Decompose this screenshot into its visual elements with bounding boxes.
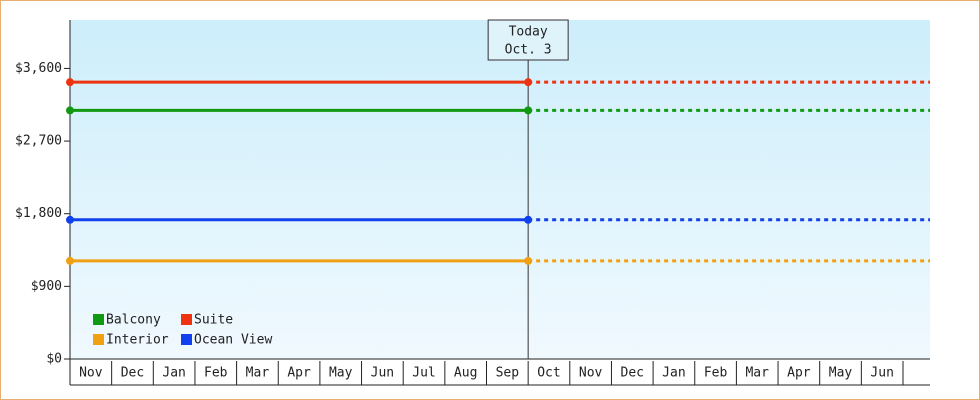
x-tick-label: Jun [870,366,893,381]
y-tick-label: $0 [46,352,62,367]
series-point [66,106,74,115]
x-tick-label: Dec [621,366,644,381]
x-tick-label: Jan [662,366,685,381]
x-tick-label: Aug [454,366,477,381]
legend-label: Ocean View [194,333,272,348]
series-point [66,215,74,224]
legend-swatch [93,334,104,345]
x-tick-label: Jul [412,366,435,381]
legend-label: Interior [106,333,169,348]
legend-swatch [181,334,192,345]
today-date: Oct. 3 [505,43,552,58]
x-tick-label: Dec [121,366,144,381]
legend-label: Balcony [106,313,161,328]
legend-swatch [181,314,192,325]
x-tick-label: Jan [162,366,185,381]
series-point [524,215,533,224]
x-tick-label: Sep [496,366,520,381]
x-tick-label: May [329,366,353,381]
y-tick-label: $3,600 [15,61,62,76]
series-point [66,256,74,265]
x-tick-label: Jun [371,366,394,381]
y-tick-label: $900 [31,279,62,294]
x-tick-label: Nov [79,366,103,381]
x-tick-label: Mar [246,366,270,381]
series-point [524,78,533,87]
y-tick-label: $1,800 [15,206,62,221]
x-tick-label: Apr [787,366,811,381]
series-point [524,256,533,265]
series-point [524,106,533,115]
legend-swatch [93,314,104,325]
today-title: Today [509,25,548,40]
x-tick-label: Feb [704,366,728,381]
series-point [66,78,74,87]
plot-area [70,20,930,359]
x-tick-label: Mar [745,366,769,381]
x-tick-label: May [829,366,853,381]
x-tick-label: Oct [537,366,560,381]
y-tick-label: $2,700 [15,134,62,149]
x-tick-label: Feb [204,366,228,381]
x-tick-label: Nov [579,366,603,381]
x-tick-label: Apr [287,366,311,381]
today-box [487,19,569,61]
legend-label: Suite [194,313,233,328]
